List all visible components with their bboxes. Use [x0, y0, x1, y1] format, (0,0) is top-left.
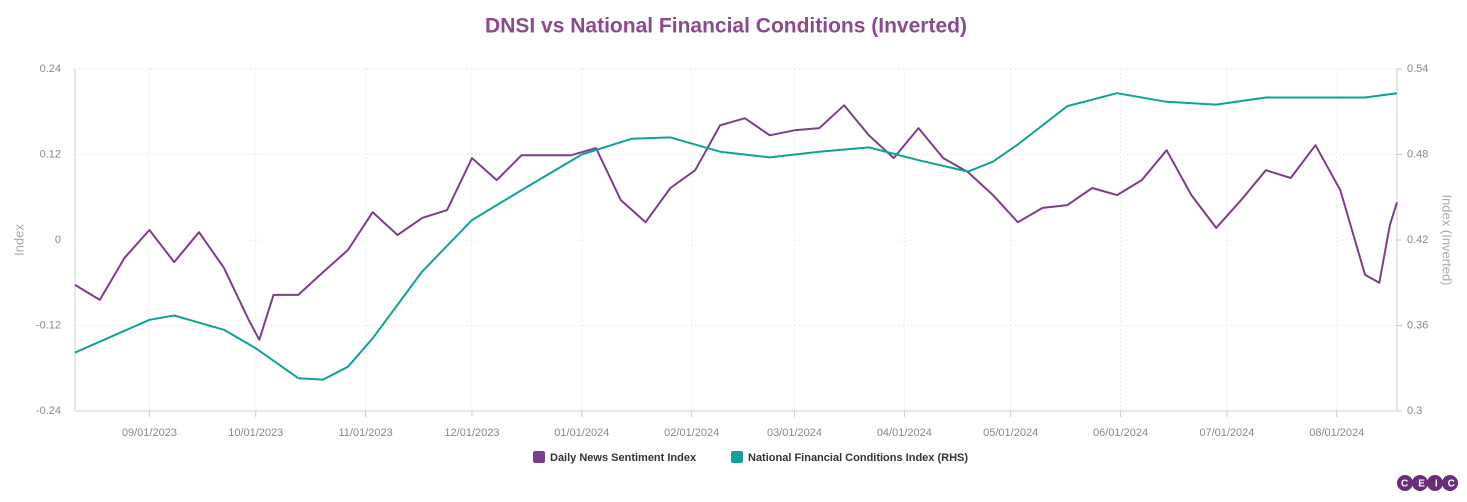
- legend-label: Daily News Sentiment Index: [550, 452, 697, 464]
- logo-dot: [1412, 475, 1428, 491]
- x-tick-label: 07/01/2024: [1199, 427, 1254, 439]
- x-tick-label: 08/01/2024: [1309, 427, 1364, 439]
- x-tick-label: 04/01/2024: [877, 427, 932, 439]
- legend-swatch: [731, 451, 743, 463]
- y2-axis-title: Index (Inverted): [1440, 194, 1455, 285]
- logo-dot: [1397, 475, 1413, 491]
- y-tick-label: 0.24: [40, 63, 61, 75]
- x-tick-label: 02/01/2024: [664, 427, 719, 439]
- x-tick-label: 11/01/2023: [339, 427, 393, 439]
- y2-tick-label: 0.54: [1407, 63, 1428, 75]
- y2-tick-label: 0.36: [1407, 319, 1428, 331]
- legend-swatch: [533, 451, 545, 463]
- series-line: [74, 104, 1398, 341]
- x-tick-label: 10/01/2023: [228, 427, 283, 439]
- y-tick-label: -0.12: [36, 319, 61, 331]
- logo-text: CEIC: [1401, 479, 1465, 490]
- y-tick-label: 0: [55, 234, 61, 246]
- y-tick-label: -0.24: [36, 405, 61, 417]
- x-tick-label: 01/01/2024: [554, 427, 609, 439]
- x-tick-label: 12/01/2023: [444, 427, 499, 439]
- logo-dot: [1442, 475, 1458, 491]
- x-tick-label: 06/01/2024: [1093, 427, 1148, 439]
- y-axis-title: Index: [11, 224, 26, 256]
- y2-tick-label: 0.48: [1407, 148, 1428, 160]
- y2-tick-label: 0.42: [1407, 234, 1428, 246]
- x-tick-label: 09/01/2023: [122, 427, 177, 439]
- y-tick-label: 0.12: [40, 148, 61, 160]
- y2-tick-label: 0.3: [1407, 405, 1422, 417]
- series-line: [74, 92, 1398, 381]
- logo: CEIC: [1397, 475, 1465, 491]
- chart-title: DNSI vs National Financial Conditions (I…: [485, 15, 967, 38]
- x-tick-label: 05/01/2024: [983, 427, 1038, 439]
- legend-label: National Financial Conditions Index (RHS…: [748, 452, 968, 464]
- x-tick-label: 03/01/2024: [767, 427, 822, 439]
- logo-dot: [1427, 475, 1443, 491]
